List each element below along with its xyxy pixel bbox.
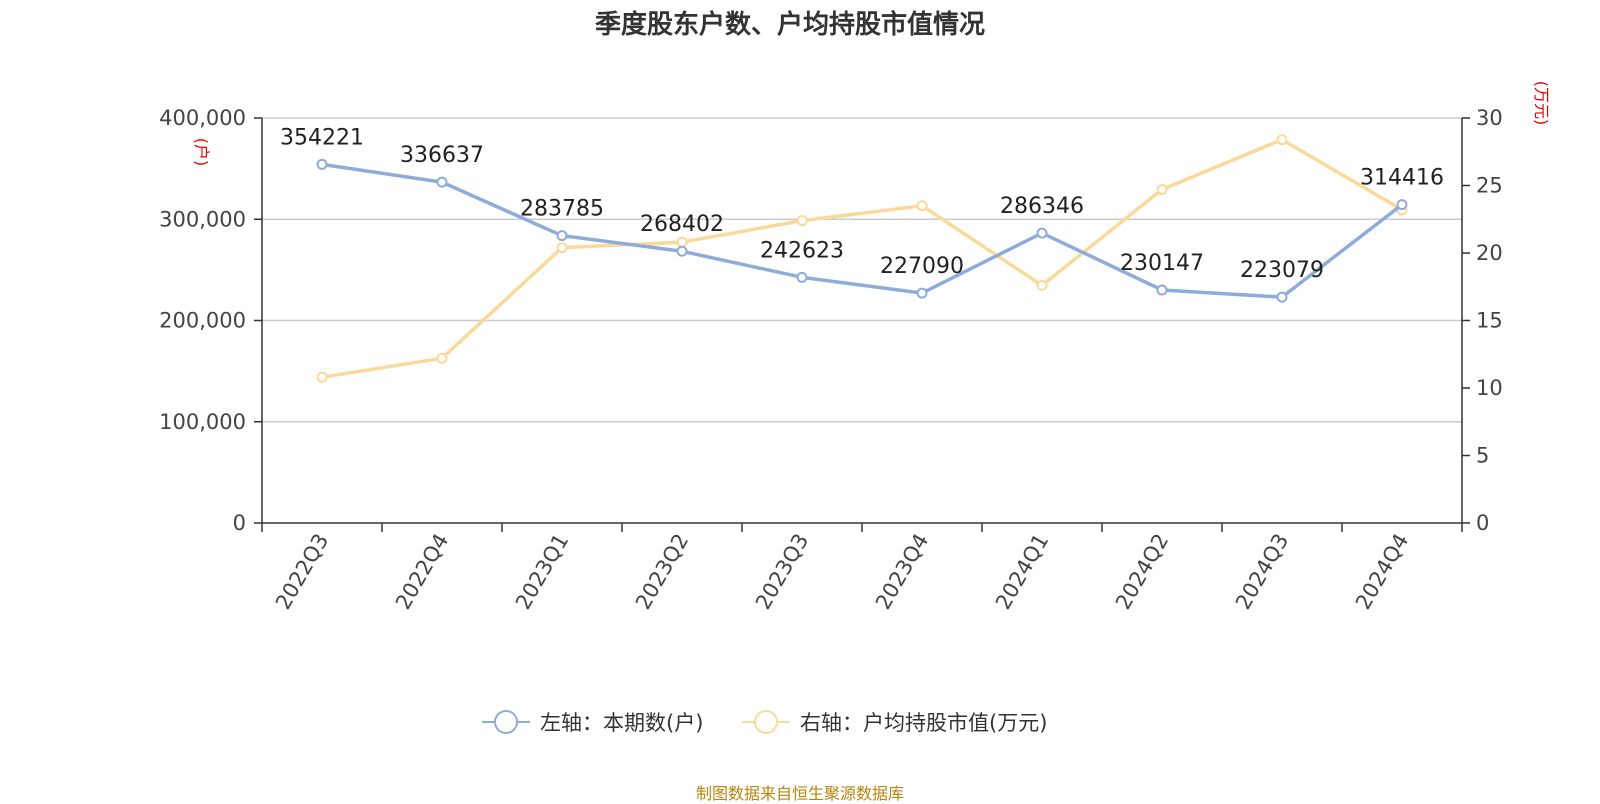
left-series-point [676,245,688,257]
right-series-point [676,236,688,248]
right-series-point [1276,134,1288,146]
x-axis-tick-label: 2024Q4 [1351,530,1413,614]
data-label: 354221 [280,125,364,150]
x-axis-tick-label: 2023Q4 [871,530,933,614]
legend-marker [494,710,518,734]
data-label: 336637 [400,143,484,168]
left-axis-tick-label: 100,000 [159,410,246,434]
data-label: 283785 [520,197,604,222]
right-axis-tick-label: 25 [1476,174,1503,198]
left-series-point [1396,199,1408,211]
left-axis-tick-label: 400,000 [159,106,246,130]
legend[interactable]: 左轴：本期数(户) 右轴：户均持股市值(万元) [482,710,1047,735]
right-series-point [1036,279,1048,291]
x-axis-tick-label: 2024Q2 [1111,530,1173,614]
right-series-point [1156,184,1168,196]
right-axis-tick-label: 20 [1476,241,1503,265]
left-series-point [1276,291,1288,303]
right-axis-unit-label: (万元) [1532,81,1551,126]
right-series-point [796,215,808,227]
x-axis-tick-label: 2022Q4 [391,530,453,614]
right-axis-tick-label: 0 [1476,511,1489,535]
x-axis-tick-label: 2024Q3 [1231,530,1293,614]
legend-marker [754,710,778,734]
data-label: 286346 [1000,194,1084,219]
x-axis-tick-label: 2022Q3 [271,530,333,614]
left-axis-unit-label: (户) [192,138,211,167]
x-axis-tick-label: 2023Q1 [511,530,573,614]
left-series-point [1036,227,1048,239]
left-axis-tick-label: 0 [233,511,246,535]
data-label: 242623 [760,238,844,263]
left-series-point [916,287,928,299]
right-axis-tick-label: 10 [1476,376,1503,400]
legend-item-right[interactable]: 右轴：户均持股市值(万元) [742,710,1047,735]
right-axis-tick-label: 30 [1476,106,1503,130]
series-lines [316,134,1408,383]
data-label: 227090 [880,254,964,279]
data-label: 268402 [640,212,724,237]
legend-label: 左轴：本期数(户) [540,711,703,735]
chart-canvas: 0 100,000 200,000 300,000 400,000 0 5 10 15 20 25 3… [159,81,1551,735]
right-series-line [321,137,1403,379]
x-axis-tick-label: 2023Q3 [751,530,813,614]
grid-lines [262,117,1462,423]
source-note: 制图数据来自恒生聚源数据库 [695,784,904,803]
left-series-point [796,271,808,283]
legend-item-left[interactable]: 左轴：本期数(户) [482,710,703,735]
left-series-point [1156,284,1168,296]
right-series-point [916,200,928,212]
left-axis-tick-label: 200,000 [159,309,246,333]
right-axis-tick-label: 5 [1476,444,1489,468]
left-series-point [316,158,328,170]
left-axis-tick-label: 300,000 [159,207,246,231]
right-series-point [436,352,448,364]
x-axis-tick-label: 2024Q1 [991,530,1053,614]
data-label: 230147 [1120,251,1204,276]
legend-label: 右轴：户均持股市值(万元) [800,711,1047,735]
data-label: 314416 [1360,166,1444,191]
x-axis-tick-label: 2023Q2 [631,530,693,614]
right-axis-tick-label: 15 [1476,309,1503,333]
left-series-point [436,176,448,188]
left-series-line [321,162,1404,299]
data-labels: 354221 336637 283785 268402 242623 227090 2863… [280,125,1444,283]
right-series-point [316,371,328,383]
left-series-point [556,230,568,242]
data-label: 223079 [1240,258,1324,283]
chart-title: 季度股东户数、户均持股市值情况 [594,10,985,40]
axes: 0 100,000 200,000 300,000 400,000 0 5 10 15 20 25 3… [159,81,1551,614]
right-series-point [556,242,568,254]
